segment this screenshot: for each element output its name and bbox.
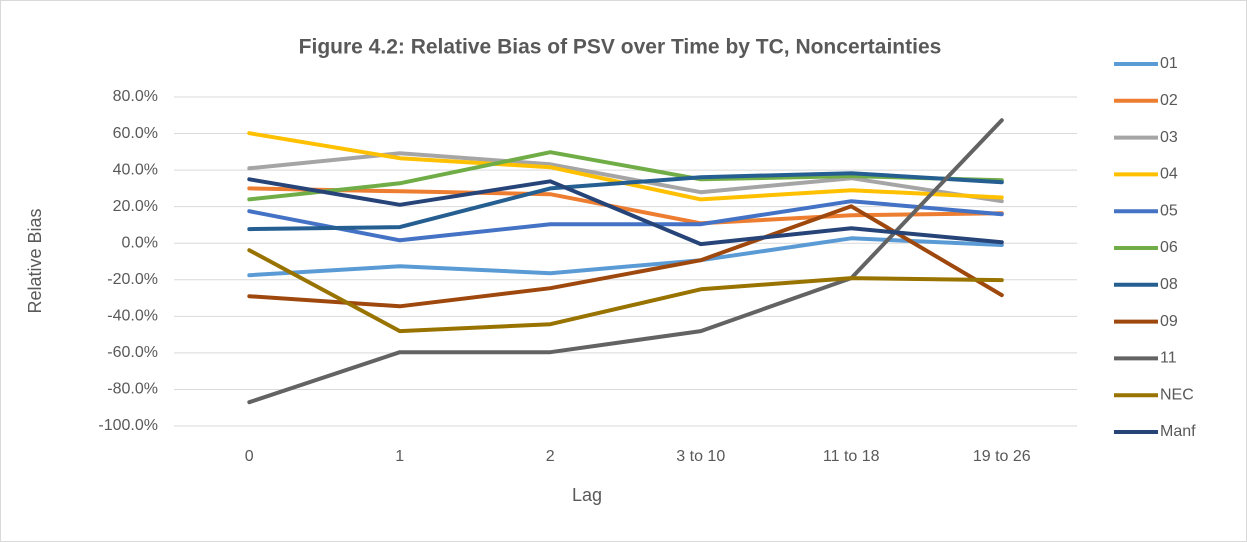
- series-line: [247, 118, 1004, 405]
- x-tick-label: 0: [245, 448, 254, 465]
- y-tick-label: -100.0%: [98, 417, 158, 434]
- series-line: [247, 204, 1004, 309]
- y-tick-label: 0.0%: [122, 234, 158, 251]
- x-tick-label: 3 to 10: [676, 448, 725, 465]
- chart-title: Figure 4.2: Relative Bias of PSV over Ti…: [299, 36, 942, 59]
- y-axis-title: Relative Bias: [25, 208, 45, 313]
- y-tick-label: 20.0%: [113, 198, 158, 215]
- x-axis-title: Lag: [572, 485, 602, 505]
- y-tick-label: -40.0%: [107, 308, 158, 325]
- legend-label: 03: [1160, 129, 1178, 146]
- series-line: [247, 171, 1004, 232]
- legend-label: Manf: [1160, 423, 1196, 440]
- series-line: [247, 186, 1004, 226]
- y-tick-label: 40.0%: [113, 161, 158, 178]
- series-line: [247, 177, 1004, 247]
- x-tick-label: 1: [395, 448, 404, 465]
- series-line: [247, 236, 1004, 278]
- legend-label: 04: [1160, 166, 1178, 183]
- y-tick-label: 80.0%: [113, 88, 158, 105]
- legend-label: 02: [1160, 92, 1178, 109]
- series-line: [247, 150, 1004, 202]
- x-tick-label: 11 to 18: [823, 448, 880, 465]
- series-line: [247, 248, 1004, 334]
- y-tick-label: -20.0%: [107, 271, 158, 288]
- legend-label: 01: [1160, 55, 1178, 72]
- legend-label: 05: [1160, 202, 1178, 219]
- legend-label: 08: [1160, 276, 1178, 293]
- legend-label: 09: [1160, 313, 1178, 330]
- legend-label: NEC: [1160, 386, 1194, 403]
- y-tick-label: -80.0%: [107, 381, 158, 398]
- legend-label: 06: [1160, 239, 1178, 256]
- y-tick-label: -60.0%: [107, 344, 158, 361]
- series-line: [247, 199, 1004, 243]
- x-tick-label: 19 to 26: [973, 448, 1031, 465]
- y-tick-label: 60.0%: [113, 125, 158, 142]
- x-tick-label: 2: [546, 448, 555, 465]
- legend-label: 11: [1160, 350, 1177, 367]
